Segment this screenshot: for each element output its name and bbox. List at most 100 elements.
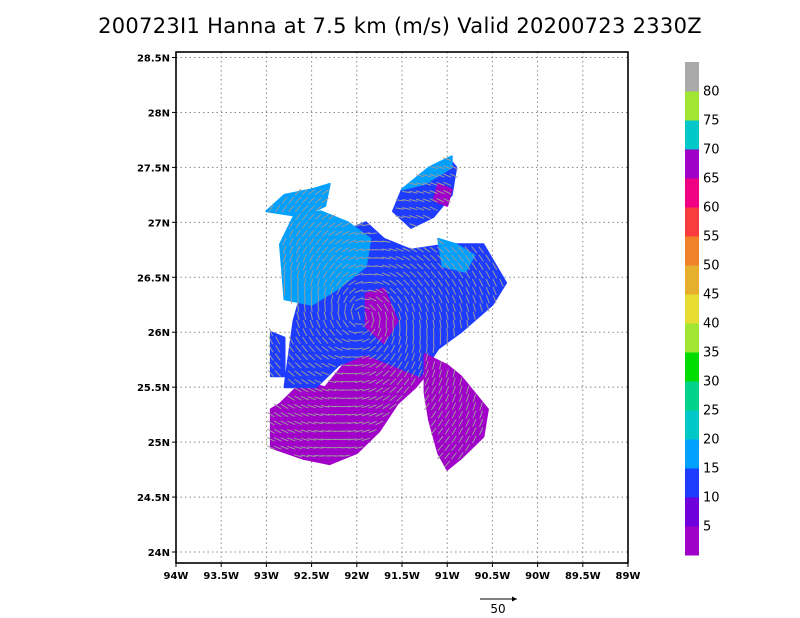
wind-vector: [432, 360, 436, 370]
wind-vector: [478, 278, 484, 287]
wind-vector: [443, 181, 452, 187]
wind-vector: [294, 404, 303, 409]
wind-vector: [310, 311, 314, 320]
colorbar-segment: [685, 468, 699, 498]
wind-vector: [293, 420, 303, 425]
wind-vector: [320, 405, 330, 408]
colorbar-label: 20: [703, 433, 720, 448]
wind-vector: [361, 223, 371, 227]
wind-vector: [368, 379, 377, 384]
wind-vector: [430, 427, 437, 435]
wind-vector: [424, 402, 430, 411]
wind-vector: [348, 389, 357, 391]
wind-vector: [471, 246, 478, 254]
wind-vector: [485, 270, 491, 279]
wind-region-west-isle: [269, 331, 286, 378]
wind-vector: [348, 255, 357, 261]
wind-vector: [416, 247, 424, 253]
wind-vector: [268, 336, 274, 345]
wind-vector: [287, 437, 296, 442]
wind-vector: [308, 229, 315, 237]
y-tick-label: 24N: [148, 548, 170, 559]
wind-vector: [424, 394, 430, 402]
wind-vector: [327, 380, 337, 384]
wind-vector: [446, 327, 449, 337]
wind-vector: [472, 393, 476, 403]
wind-vector: [320, 396, 330, 400]
wind-vector: [418, 361, 423, 370]
wind-vector: [422, 190, 431, 194]
wind-vector: [492, 278, 497, 287]
wind-vector: [384, 311, 388, 320]
wind-vector: [368, 371, 377, 376]
wind-vector: [478, 270, 484, 279]
wind-vector: [452, 369, 456, 378]
wind-vector: [396, 287, 403, 295]
wind-vector: [295, 245, 301, 254]
wind-vector: [471, 254, 478, 262]
colorbar-segment: [685, 91, 699, 121]
wind-vector: [295, 345, 301, 353]
wind-vector: [348, 380, 357, 383]
wind-vector: [267, 411, 275, 418]
wind-vector: [418, 352, 422, 362]
wind-vector: [445, 303, 449, 312]
colorbar-label: 75: [703, 114, 720, 129]
wind-vector: [295, 336, 301, 345]
wind-vector: [322, 328, 328, 336]
wind-vector: [415, 174, 425, 178]
wind-vector: [451, 394, 457, 403]
wind-vector: [294, 387, 302, 393]
wind-vector: [341, 355, 350, 359]
wind-vector: [307, 446, 316, 449]
wind-vector: [289, 262, 293, 271]
wind-vector: [424, 385, 430, 394]
wind-vector: [348, 247, 357, 252]
wind-vector: [403, 369, 410, 378]
wind-vector: [321, 197, 329, 204]
wind-vector: [464, 246, 471, 254]
wind-vector: [287, 420, 296, 426]
wind-vector: [395, 263, 404, 269]
wind-vector: [296, 262, 300, 271]
wind-vector: [321, 345, 329, 352]
wind-vector: [437, 262, 444, 270]
wind-vector: [499, 278, 504, 287]
wind-vector: [354, 396, 364, 400]
wind-vector: [330, 295, 334, 304]
wind-vector: [368, 412, 377, 417]
wind-vector: [457, 262, 464, 270]
wind-vector: [375, 412, 384, 417]
wind-vector: [382, 248, 391, 252]
wind-vector: [382, 280, 391, 286]
wind-vector: [344, 311, 347, 320]
wind-vector: [437, 419, 444, 427]
wind-vector: [341, 263, 350, 270]
wind-vector: [328, 230, 336, 237]
wind-vector: [289, 245, 294, 254]
wind-vector: [287, 370, 295, 377]
wind-vector: [443, 189, 452, 195]
y-tick-label: 26.5N: [137, 273, 170, 284]
wind-vector: [335, 255, 343, 262]
wind-vector: [472, 295, 477, 304]
wind-vector: [361, 248, 371, 251]
wind-vector: [354, 347, 364, 350]
wind-vector: [438, 385, 443, 395]
wind-vector: [334, 380, 343, 383]
wind-vector: [322, 319, 328, 329]
wind-vector: [409, 198, 418, 202]
wind-vector: [301, 353, 309, 361]
wind-vector: [274, 204, 281, 213]
wind-vector: [422, 182, 432, 186]
wind-vector: [402, 247, 411, 253]
wind-vector: [443, 165, 452, 170]
wind-vector: [354, 264, 364, 268]
wind-vector: [329, 278, 335, 287]
wind-vector: [465, 410, 470, 419]
wind-vector: [361, 404, 370, 409]
wind-vector: [354, 388, 364, 392]
wind-vector: [314, 454, 323, 457]
wind-vector: [449, 173, 459, 178]
wind-vector: [334, 346, 343, 351]
